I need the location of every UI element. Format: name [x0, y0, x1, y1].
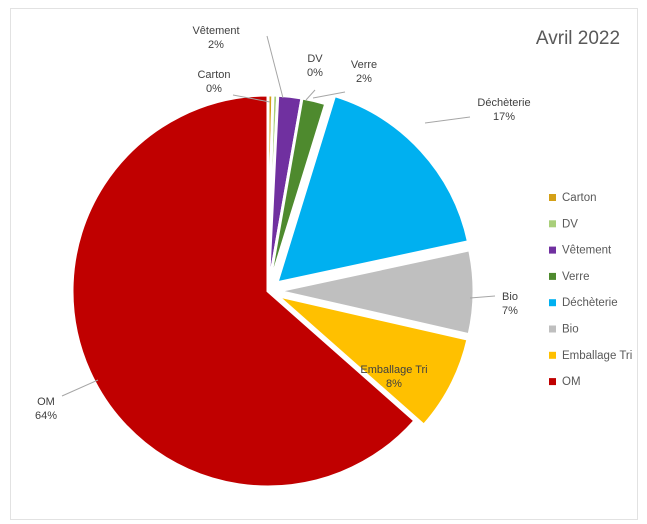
- legend-swatch: [549, 299, 556, 307]
- legend-swatch: [549, 351, 556, 359]
- data-label-category: Emballage Tri: [360, 364, 427, 376]
- data-label-category: Verre: [351, 59, 377, 71]
- legend: Carton DV Vêtement Verre Déchèterie Bio Emball…: [549, 192, 632, 388]
- legend-item: Emballage Tri: [549, 350, 632, 362]
- pie-slice-verre: [266, 96, 328, 292]
- data-label-category: Déchèterie: [477, 97, 530, 109]
- leader-line: [424, 116, 471, 124]
- data-label: Déchèterie 17%: [477, 97, 530, 123]
- pie-slice-d-ch-terie: [274, 93, 471, 285]
- data-label: Carton 0%: [197, 69, 230, 95]
- legend-item: OM: [549, 376, 581, 388]
- leader-line: [61, 379, 99, 397]
- data-label: OM 64%: [35, 396, 57, 422]
- data-label: Verre 2%: [351, 59, 377, 85]
- data-label-category: DV: [307, 53, 323, 65]
- legend-item: Déchèterie: [549, 297, 618, 309]
- legend-label: Déchèterie: [562, 297, 618, 309]
- legend-item: Carton: [549, 192, 597, 204]
- legend-label: Verre: [562, 271, 590, 283]
- data-label-category: OM: [37, 396, 55, 408]
- data-label-category: Vêtement: [192, 25, 239, 37]
- data-label-percent: 0%: [307, 67, 323, 79]
- leader-lines: [61, 35, 496, 397]
- data-label-percent: 7%: [502, 305, 518, 317]
- pie-slice-om: [70, 93, 418, 489]
- data-label-category: Bio: [502, 291, 518, 303]
- legend-label: Bio: [562, 324, 579, 336]
- pie-slices: [70, 93, 476, 489]
- leader-line: [266, 35, 284, 99]
- data-label: Emballage Tri 8%: [360, 364, 427, 390]
- data-label-percent: 2%: [208, 39, 224, 51]
- legend-swatch: [549, 220, 556, 228]
- data-label-percent: 64%: [35, 410, 57, 422]
- legend-swatch: [549, 272, 556, 280]
- chart-title: Avril 2022: [536, 28, 620, 49]
- legend-swatch: [549, 246, 556, 254]
- leader-line: [469, 295, 496, 299]
- legend-label: Vêtement: [562, 245, 612, 257]
- data-label: DV 0%: [307, 53, 323, 79]
- data-label-percent: 0%: [206, 83, 222, 95]
- data-label-percent: 17%: [493, 111, 515, 123]
- leader-line: [312, 91, 346, 99]
- legend-label: Carton: [562, 192, 597, 204]
- legend-item: Verre: [549, 271, 590, 283]
- data-label-percent: 8%: [386, 378, 402, 390]
- data-label-category: Carton: [197, 69, 230, 81]
- legend-swatch: [549, 194, 556, 201]
- leader-line: [232, 94, 271, 103]
- legend-label: Emballage Tri: [562, 350, 632, 362]
- legend-item: DV: [549, 218, 578, 230]
- legend-swatch: [549, 325, 556, 333]
- data-label: Vêtement 2%: [192, 25, 239, 51]
- legend-label: OM: [562, 376, 581, 388]
- data-label: Bio 7%: [502, 291, 518, 317]
- data-label-percent: 2%: [356, 73, 372, 85]
- leader-line: [305, 89, 316, 101]
- legend-item: Vêtement: [549, 245, 612, 257]
- legend-swatch: [549, 378, 556, 386]
- legend-item: Bio: [549, 324, 579, 336]
- pie-slice-emballage-tri: [275, 294, 470, 428]
- data-labels: Carton 0% DV 0% Vêtement 2% Verre 2% Déchèterie 1…: [35, 25, 531, 422]
- legend-label: DV: [562, 218, 578, 230]
- pie-slice-bio: [277, 248, 476, 337]
